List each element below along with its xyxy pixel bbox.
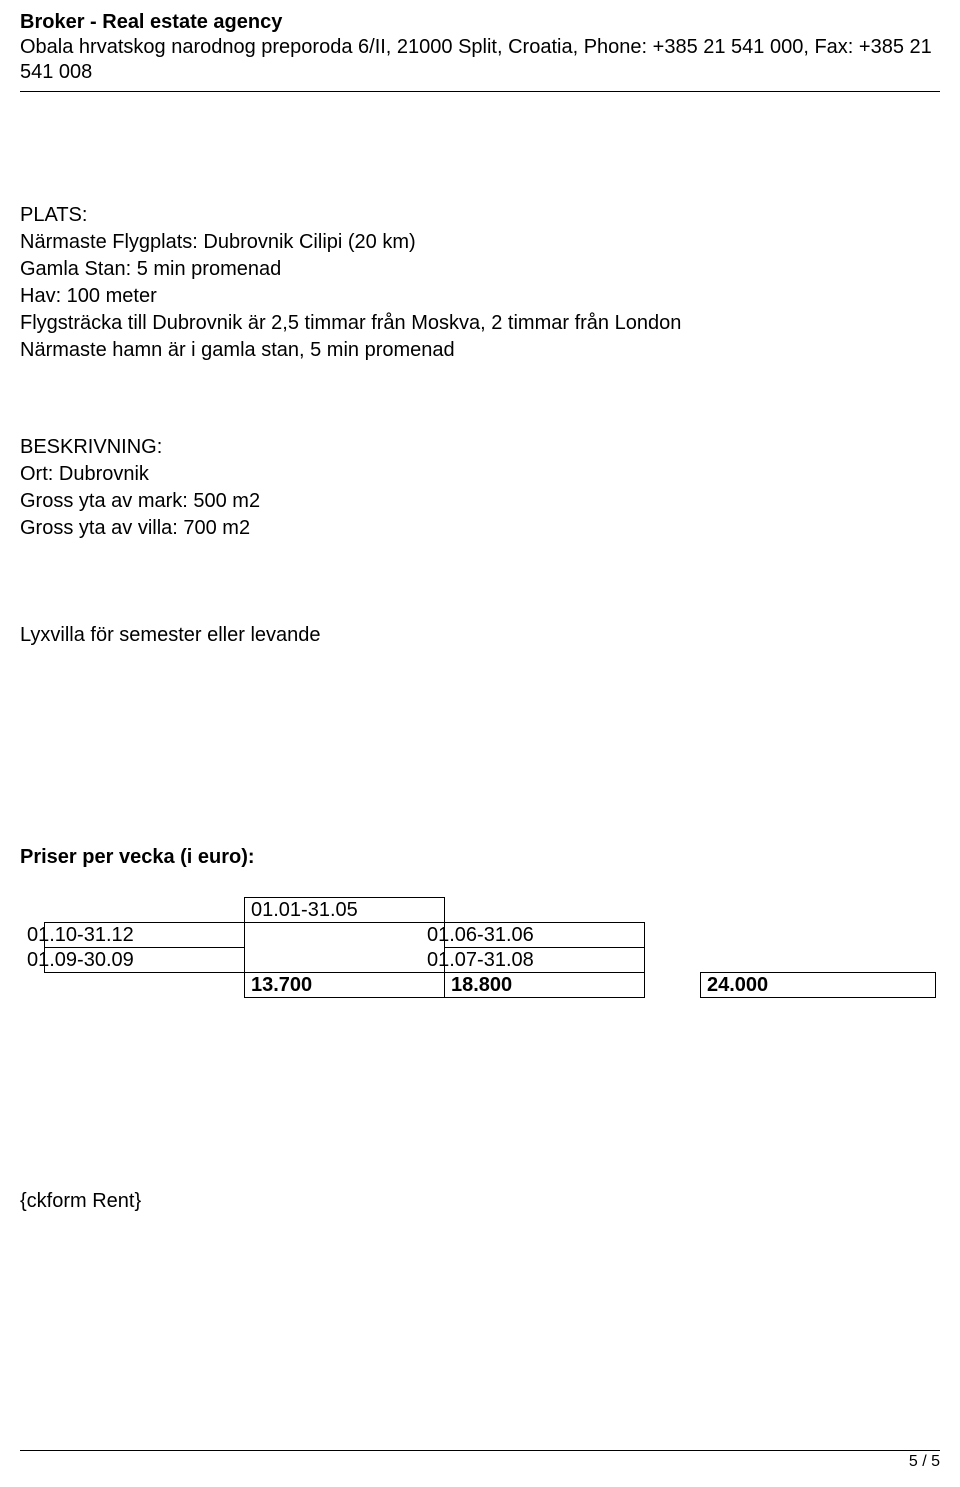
page: Broker - Real estate agency Obala hrvats… — [0, 0, 960, 1487]
table-gap — [645, 973, 701, 998]
header-rule — [20, 91, 940, 92]
plats-sea: Hav: 100 meter — [20, 283, 940, 310]
beskrivning-mark: Gross yta av mark: 500 m2 — [20, 488, 940, 515]
table-cell: 18.800 — [445, 973, 645, 998]
section-priser: Priser per vecka (i euro): 01.01-31.05 0… — [20, 844, 940, 998]
table-cell — [45, 973, 245, 998]
section-plats: PLATS: Närmaste Flygplats: Dubrovnik Cil… — [20, 202, 940, 364]
table-cell: 24.000 — [701, 973, 936, 998]
beskrivning-ort: Ort: Dubrovnik — [20, 461, 940, 488]
ckform-placeholder: {ckform Rent} — [20, 1188, 940, 1215]
table-gap — [645, 923, 701, 948]
section-beskrivning: BESKRIVNING: Ort: Dubrovnik Gross yta av… — [20, 434, 940, 542]
table-cell: 13.700 — [245, 973, 445, 998]
tagline: Lyxvilla för semester eller levande — [20, 622, 940, 649]
table-row: 01.09-30.09 01.07-31.08 — [45, 948, 936, 973]
plats-flight: Flygsträcka till Dubrovnik är 2,5 timmar… — [20, 310, 940, 337]
table-cell — [701, 923, 936, 948]
table-cell — [701, 948, 936, 973]
table-cell — [445, 898, 645, 923]
plats-oldtown: Gamla Stan: 5 min promenad — [20, 256, 940, 283]
priser-heading: Priser per vecka (i euro): — [20, 844, 940, 871]
table-row: 01.01-31.05 — [45, 898, 936, 923]
table-cell — [45, 898, 245, 923]
table-row: 01.10-31.12 01.06-31.06 — [45, 923, 936, 948]
document-header: Broker - Real estate agency Obala hrvats… — [20, 10, 940, 92]
table-cell — [701, 898, 936, 923]
section-ckform: {ckform Rent} — [20, 1188, 940, 1215]
footer: 5 / 5 — [20, 1450, 940, 1471]
beskrivning-villa: Gross yta av villa: 700 m2 — [20, 515, 940, 542]
table-cell: 01.09-30.09 — [21, 948, 221, 973]
header-contact: Obala hrvatskog narodnog preporoda 6/II,… — [20, 35, 940, 85]
plats-label: PLATS: — [20, 202, 940, 229]
header-title: Broker - Real estate agency — [20, 10, 940, 35]
plats-airport: Närmaste Flygplats: Dubrovnik Cilipi (20… — [20, 229, 940, 256]
table-cell: 01.01-31.05 — [245, 898, 445, 923]
section-tagline: Lyxvilla för semester eller levande — [20, 622, 940, 649]
beskrivning-label: BESKRIVNING: — [20, 434, 940, 461]
priser-table: 01.01-31.05 01.10-31.12 01.06-31.06 01.0… — [44, 897, 940, 998]
table-gap — [645, 898, 701, 923]
page-number: 5 / 5 — [20, 1453, 940, 1471]
table-cell: 01.10-31.12 — [21, 923, 221, 948]
table-cell: 01.06-31.06 — [421, 923, 621, 948]
table-cell — [245, 923, 445, 948]
table-gap — [645, 948, 701, 973]
table-cell: 01.07-31.08 — [421, 948, 621, 973]
table-cell — [245, 948, 445, 973]
footer-rule — [20, 1450, 940, 1451]
plats-harbor: Närmaste hamn är i gamla stan, 5 min pro… — [20, 337, 940, 364]
table-row: 13.700 18.800 24.000 — [45, 973, 936, 998]
